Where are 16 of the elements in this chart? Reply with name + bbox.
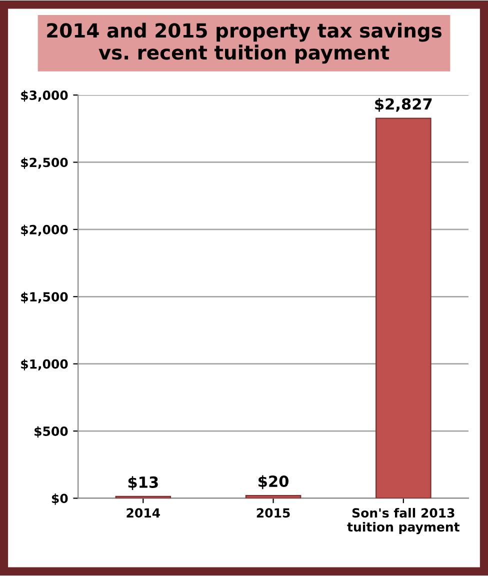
- y-tick-label: $500: [34, 426, 68, 438]
- y-tick-label: $1,500: [21, 292, 68, 304]
- y-tick-label: $2,000: [21, 224, 68, 236]
- y-tick-label: $2,500: [21, 157, 68, 169]
- x-tick-label: 2015: [256, 508, 290, 518]
- x-tick-label: Son's fall 2013 tuition payment: [347, 508, 460, 534]
- bar: [376, 118, 432, 498]
- x-tick-label: 2014: [126, 508, 160, 518]
- data-label: $13: [128, 476, 158, 490]
- data-label: $2,827: [375, 98, 432, 112]
- y-tick-label: $1,000: [21, 359, 68, 370]
- y-tick-label: $3,000: [21, 90, 68, 102]
- y-tick-label: $0: [52, 493, 68, 505]
- chart-title: 2014 and 2015 property tax savings vs. recent tuition payment: [47, 22, 442, 64]
- data-label: $20: [258, 475, 288, 490]
- bar: [245, 494, 302, 498]
